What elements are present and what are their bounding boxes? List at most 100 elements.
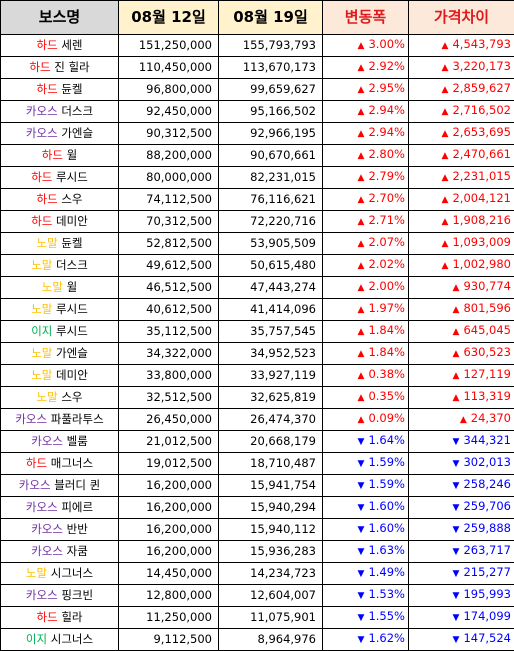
price-diff-cell[interactable]: ▼195,993 bbox=[409, 585, 514, 607]
price-diff-cell[interactable]: ▲630,523 bbox=[409, 343, 514, 365]
price-date-1-cell[interactable]: 11,250,000 bbox=[119, 607, 219, 629]
price-date-2-cell[interactable]: 11,075,901 bbox=[219, 607, 323, 629]
header-boss-name[interactable]: 보스명 bbox=[1, 1, 119, 35]
price-date-2-cell[interactable]: 14,234,723 bbox=[219, 563, 323, 585]
price-date-2-cell[interactable]: 76,116,621 bbox=[219, 189, 323, 211]
price-date-2-cell[interactable]: 35,757,545 bbox=[219, 321, 323, 343]
change-cell[interactable]: ▲2.94% bbox=[323, 123, 409, 145]
change-cell[interactable]: ▼1.59% bbox=[323, 453, 409, 475]
price-date-2-cell[interactable]: 12,604,007 bbox=[219, 585, 323, 607]
boss-name-cell[interactable]: 카오스 자쿰 bbox=[1, 541, 119, 563]
price-diff-cell[interactable]: ▼344,321 bbox=[409, 431, 514, 453]
change-cell[interactable]: ▲2.94% bbox=[323, 101, 409, 123]
price-date-2-cell[interactable]: 82,231,015 bbox=[219, 167, 323, 189]
price-date-1-cell[interactable]: 49,612,500 bbox=[119, 255, 219, 277]
price-diff-cell[interactable]: ▲2,653,695 bbox=[409, 123, 514, 145]
price-date-2-cell[interactable]: 15,941,754 bbox=[219, 475, 323, 497]
boss-name-cell[interactable]: 노말 윌 bbox=[1, 277, 119, 299]
boss-name-cell[interactable]: 카오스 벨룸 bbox=[1, 431, 119, 453]
change-cell[interactable]: ▲2.02% bbox=[323, 255, 409, 277]
change-cell[interactable]: ▼1.63% bbox=[323, 541, 409, 563]
header-date-2[interactable]: 08월 19일 bbox=[219, 1, 323, 35]
price-date-1-cell[interactable]: 34,322,000 bbox=[119, 343, 219, 365]
boss-name-cell[interactable]: 하드 진 힐라 bbox=[1, 57, 119, 79]
header-date-1[interactable]: 08월 12일 bbox=[119, 1, 219, 35]
price-date-2-cell[interactable]: 53,905,509 bbox=[219, 233, 323, 255]
price-diff-cell[interactable]: ▲4,543,793 bbox=[409, 35, 514, 57]
price-diff-cell[interactable]: ▲1,093,009 bbox=[409, 233, 514, 255]
change-cell[interactable]: ▼1.53% bbox=[323, 585, 409, 607]
price-diff-cell[interactable]: ▼147,524 bbox=[409, 629, 514, 651]
price-date-1-cell[interactable]: 14,450,000 bbox=[119, 563, 219, 585]
header-change[interactable]: 변동폭 bbox=[323, 1, 409, 35]
price-date-1-cell[interactable]: 92,450,000 bbox=[119, 101, 219, 123]
change-cell[interactable]: ▲1.84% bbox=[323, 343, 409, 365]
price-date-2-cell[interactable]: 33,927,119 bbox=[219, 365, 323, 387]
change-cell[interactable]: ▲2.70% bbox=[323, 189, 409, 211]
price-date-1-cell[interactable]: 110,450,000 bbox=[119, 57, 219, 79]
price-diff-cell[interactable]: ▲113,319 bbox=[409, 387, 514, 409]
price-date-1-cell[interactable]: 9,112,500 bbox=[119, 629, 219, 651]
price-diff-cell[interactable]: ▲2,470,661 bbox=[409, 145, 514, 167]
price-date-2-cell[interactable]: 34,952,523 bbox=[219, 343, 323, 365]
change-cell[interactable]: ▲2.80% bbox=[323, 145, 409, 167]
price-diff-cell[interactable]: ▼259,706 bbox=[409, 497, 514, 519]
price-diff-cell[interactable]: ▼302,013 bbox=[409, 453, 514, 475]
price-diff-cell[interactable]: ▲1,002,980 bbox=[409, 255, 514, 277]
price-date-1-cell[interactable]: 12,800,000 bbox=[119, 585, 219, 607]
price-diff-cell[interactable]: ▼259,888 bbox=[409, 519, 514, 541]
boss-name-cell[interactable]: 하드 스우 bbox=[1, 189, 119, 211]
price-date-2-cell[interactable]: 50,615,480 bbox=[219, 255, 323, 277]
price-date-1-cell[interactable]: 16,200,000 bbox=[119, 497, 219, 519]
price-date-2-cell[interactable]: 99,659,627 bbox=[219, 79, 323, 101]
change-cell[interactable]: ▲2.95% bbox=[323, 79, 409, 101]
change-cell[interactable]: ▲2.92% bbox=[323, 57, 409, 79]
boss-name-cell[interactable]: 노말 가엔슬 bbox=[1, 343, 119, 365]
change-cell[interactable]: ▲1.84% bbox=[323, 321, 409, 343]
change-cell[interactable]: ▲3.00% bbox=[323, 35, 409, 57]
change-cell[interactable]: ▲2.07% bbox=[323, 233, 409, 255]
price-diff-cell[interactable]: ▼263,717 bbox=[409, 541, 514, 563]
change-cell[interactable]: ▼1.49% bbox=[323, 563, 409, 585]
price-date-2-cell[interactable]: 15,940,112 bbox=[219, 519, 323, 541]
price-diff-cell[interactable]: ▲24,370 bbox=[409, 409, 514, 431]
change-cell[interactable]: ▲0.09% bbox=[323, 409, 409, 431]
price-diff-cell[interactable]: ▲801,596 bbox=[409, 299, 514, 321]
price-diff-cell[interactable]: ▼215,277 bbox=[409, 563, 514, 585]
price-diff-cell[interactable]: ▲645,045 bbox=[409, 321, 514, 343]
price-diff-cell[interactable]: ▲2,859,627 bbox=[409, 79, 514, 101]
price-date-2-cell[interactable]: 155,793,793 bbox=[219, 35, 323, 57]
price-date-1-cell[interactable]: 90,312,500 bbox=[119, 123, 219, 145]
boss-name-cell[interactable]: 하드 세렌 bbox=[1, 35, 119, 57]
boss-name-cell[interactable]: 하드 윌 bbox=[1, 145, 119, 167]
change-cell[interactable]: ▼1.59% bbox=[323, 475, 409, 497]
price-date-1-cell[interactable]: 74,112,500 bbox=[119, 189, 219, 211]
boss-name-cell[interactable]: 카오스 더스크 bbox=[1, 101, 119, 123]
price-diff-cell[interactable]: ▲2,231,015 bbox=[409, 167, 514, 189]
price-date-1-cell[interactable]: 35,112,500 bbox=[119, 321, 219, 343]
price-date-1-cell[interactable]: 40,612,500 bbox=[119, 299, 219, 321]
price-date-1-cell[interactable]: 19,012,500 bbox=[119, 453, 219, 475]
price-date-2-cell[interactable]: 32,625,819 bbox=[219, 387, 323, 409]
boss-name-cell[interactable]: 노말 데미안 bbox=[1, 365, 119, 387]
price-date-1-cell[interactable]: 96,800,000 bbox=[119, 79, 219, 101]
price-date-1-cell[interactable]: 16,200,000 bbox=[119, 519, 219, 541]
price-date-2-cell[interactable]: 26,474,370 bbox=[219, 409, 323, 431]
price-date-1-cell[interactable]: 33,800,000 bbox=[119, 365, 219, 387]
price-diff-cell[interactable]: ▲3,220,173 bbox=[409, 57, 514, 79]
boss-name-cell[interactable]: 카오스 핑크빈 bbox=[1, 585, 119, 607]
price-diff-cell[interactable]: ▼174,099 bbox=[409, 607, 514, 629]
price-date-1-cell[interactable]: 21,012,500 bbox=[119, 431, 219, 453]
price-date-2-cell[interactable]: 41,414,096 bbox=[219, 299, 323, 321]
boss-name-cell[interactable]: 하드 힐라 bbox=[1, 607, 119, 629]
change-cell[interactable]: ▼1.62% bbox=[323, 629, 409, 651]
price-date-2-cell[interactable]: 95,166,502 bbox=[219, 101, 323, 123]
price-date-2-cell[interactable]: 18,710,487 bbox=[219, 453, 323, 475]
price-date-2-cell[interactable]: 20,668,179 bbox=[219, 431, 323, 453]
change-cell[interactable]: ▼1.55% bbox=[323, 607, 409, 629]
price-date-2-cell[interactable]: 113,670,173 bbox=[219, 57, 323, 79]
price-date-2-cell[interactable]: 90,670,661 bbox=[219, 145, 323, 167]
boss-name-cell[interactable]: 카오스 반반 bbox=[1, 519, 119, 541]
change-cell[interactable]: ▲0.35% bbox=[323, 387, 409, 409]
boss-name-cell[interactable]: 노말 더스크 bbox=[1, 255, 119, 277]
